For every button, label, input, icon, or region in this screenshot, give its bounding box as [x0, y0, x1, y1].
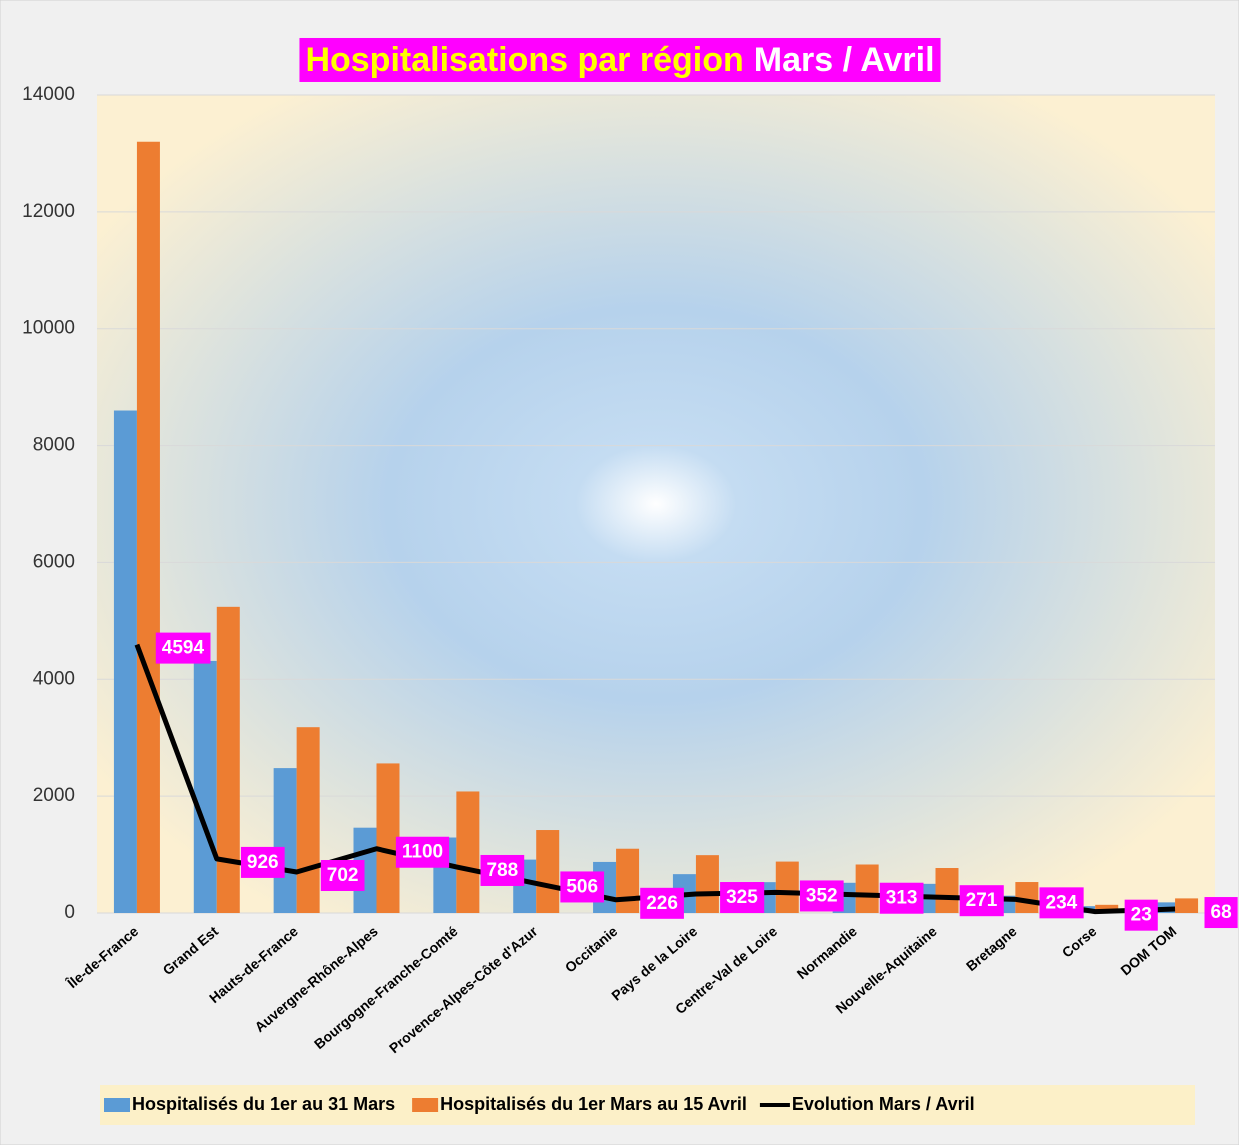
data-label: 23	[1124, 899, 1158, 931]
legend-label: Hospitalisés du 1er au 31 Mars	[132, 1094, 395, 1114]
bar	[775, 861, 799, 913]
y-tick-label: 2000	[33, 785, 75, 806]
data-label-text: 313	[886, 888, 918, 909]
bar	[695, 855, 719, 913]
bar	[216, 606, 240, 913]
data-label-text: 226	[646, 893, 678, 914]
data-label: 271	[959, 885, 1004, 917]
data-label-text: 506	[566, 876, 598, 897]
data-label: 506	[560, 871, 605, 903]
data-label-text: 325	[726, 887, 758, 908]
data-label: 226	[640, 887, 684, 919]
data-label-box	[1039, 887, 1084, 919]
legend-label: Hospitalisés du 1er Mars au 15 Avril	[440, 1094, 747, 1114]
data-label-box	[240, 846, 285, 878]
bar	[193, 660, 217, 913]
title-part: Hospitalisations par région	[305, 41, 743, 79]
data-label-box	[320, 859, 365, 891]
y-tick-label: 10000	[22, 318, 75, 339]
data-label: 702	[320, 859, 365, 891]
chart-title: Hospitalisations par région Mars / Avril	[305, 41, 934, 79]
data-label-text: 271	[966, 890, 998, 911]
data-label: 313	[879, 882, 924, 914]
bar	[1015, 882, 1039, 913]
data-label-box	[640, 887, 684, 919]
y-tick-label: 12000	[22, 201, 75, 222]
data-label-text: 702	[327, 865, 359, 886]
data-label-text: 68	[1211, 902, 1232, 923]
y-tick-label: 8000	[33, 435, 75, 456]
y-tick-label: 0	[64, 902, 75, 923]
title-part: Mars / Avril	[754, 41, 935, 79]
bar	[136, 141, 160, 913]
data-label-box	[1124, 899, 1158, 931]
data-label: 352	[799, 880, 844, 912]
bar	[855, 864, 879, 913]
y-tick-label: 6000	[33, 551, 75, 572]
data-label-text: 1100	[402, 842, 443, 863]
data-label-box	[959, 885, 1004, 917]
data-label-text: 234	[1046, 892, 1078, 913]
data-label-text: 23	[1131, 905, 1152, 926]
data-label-text: 926	[247, 852, 279, 873]
data-label-box	[155, 632, 211, 664]
bar	[273, 768, 297, 913]
bar	[536, 830, 560, 913]
data-label-text: 4594	[162, 638, 205, 659]
data-label-box	[395, 836, 450, 868]
bar	[296, 727, 320, 913]
data-label: 68	[1204, 897, 1238, 929]
bar	[113, 410, 137, 913]
data-label-box	[879, 882, 924, 914]
legend-label: Evolution Mars / Avril	[792, 1094, 975, 1114]
data-label-box	[720, 882, 765, 914]
bar	[935, 868, 959, 913]
legend-background	[100, 1085, 1195, 1125]
y-tick-label: 14000	[22, 84, 75, 105]
bar	[376, 763, 400, 913]
bar	[456, 791, 480, 913]
plot-area	[97, 95, 1215, 913]
data-label: 325	[720, 882, 765, 914]
data-label-box	[799, 880, 844, 912]
data-label: 788	[480, 854, 525, 886]
legend-swatch	[412, 1098, 439, 1112]
data-label: 4594	[155, 632, 211, 664]
title-box	[299, 37, 941, 82]
title-group: Hospitalisations par région Mars / Avril	[299, 37, 941, 82]
data-label-text: 352	[806, 885, 838, 906]
data-label-box	[480, 854, 525, 886]
data-label-text: 788	[487, 860, 519, 881]
y-tick-label: 4000	[33, 668, 75, 689]
data-label: 234	[1039, 887, 1084, 919]
data-label: 926	[240, 846, 285, 878]
data-label: 1100	[395, 836, 450, 868]
data-label-box	[1204, 897, 1238, 929]
bar	[1175, 898, 1199, 913]
bar	[616, 848, 640, 913]
legend: Hospitalisés du 1er au 31 Mars Hospitalis…	[100, 1085, 1195, 1125]
legend-swatch	[104, 1098, 130, 1112]
data-label-box	[560, 871, 605, 903]
